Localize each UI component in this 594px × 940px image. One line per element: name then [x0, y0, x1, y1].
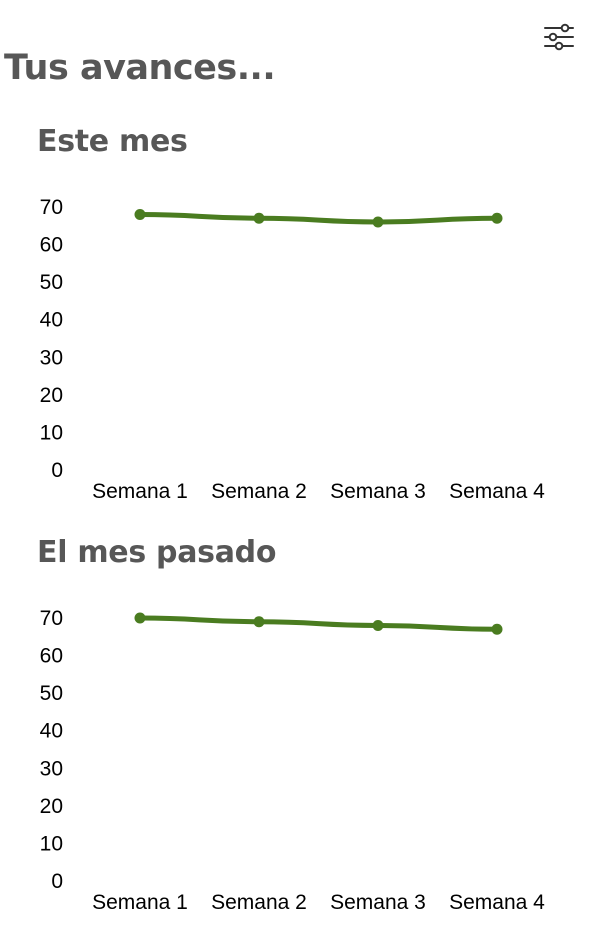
data-point	[253, 616, 265, 628]
chart-last-month: 0 10 20 30 40 50 60 70 Semana 1 Semana 2 Semana 3 S…	[40, 607, 546, 914]
y-tick-label: 60	[40, 234, 63, 257]
data-point	[372, 216, 384, 228]
y-tick-label: 40	[40, 720, 63, 743]
section-title-last-month: El mes pasado	[37, 535, 277, 570]
data-point	[372, 620, 384, 632]
y-tick-label: 20	[40, 384, 63, 407]
filter-button[interactable]	[538, 18, 580, 56]
data-point	[491, 212, 503, 224]
y-tick-label: 70	[40, 607, 63, 630]
sliders-icon	[544, 23, 574, 51]
data-point	[134, 209, 146, 221]
y-tick-label: 0	[51, 459, 63, 482]
y-tick-label: 10	[40, 832, 63, 855]
data-point	[491, 623, 503, 635]
x-category-label: Semana 4	[449, 480, 545, 503]
x-category-label: Semana 3	[330, 891, 426, 914]
y-tick-label: 30	[40, 346, 63, 369]
x-category-label: Semana 1	[92, 891, 188, 914]
y-tick-label: 60	[40, 645, 63, 668]
x-category-label: Semana 3	[330, 480, 426, 503]
y-tick-label: 50	[40, 682, 63, 705]
data-point	[134, 612, 146, 624]
x-category-label: Semana 1	[92, 480, 188, 503]
y-tick-label: 40	[40, 309, 63, 332]
series-line	[137, 615, 500, 632]
page-title: Tus avances...	[4, 48, 276, 88]
y-tick-label: 20	[40, 795, 63, 818]
y-tick-label: 70	[40, 196, 63, 219]
chart-this-month: 0 10 20 30 40 50 60 70 Semana 1 Semana 2 Semana 3 S…	[40, 196, 546, 503]
y-tick-label: 10	[40, 421, 63, 444]
data-point	[253, 212, 265, 224]
y-tick-label: 30	[40, 757, 63, 780]
section-title-this-month: Este mes	[37, 124, 188, 159]
x-category-label: Semana 2	[211, 480, 307, 503]
y-tick-label: 0	[51, 870, 63, 893]
y-tick-label: 50	[40, 271, 63, 294]
series-line	[137, 212, 500, 225]
x-category-label: Semana 4	[449, 891, 545, 914]
x-category-label: Semana 2	[211, 891, 307, 914]
